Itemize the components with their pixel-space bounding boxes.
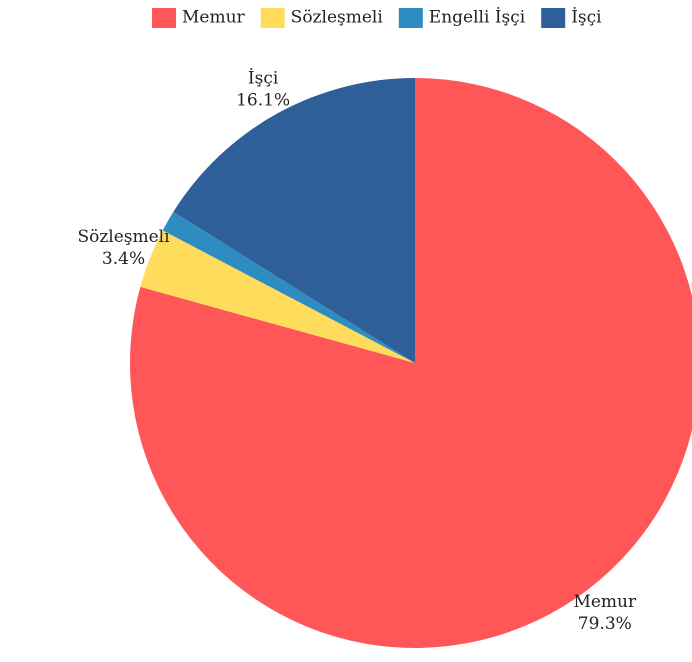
legend-swatch	[398, 8, 423, 28]
pie-slice	[162, 211, 415, 363]
legend-swatch	[260, 8, 285, 28]
pie-slice	[140, 230, 415, 363]
legend-label: Sözleşmeli	[291, 8, 384, 28]
slice-value-label: 16.1%	[236, 90, 290, 110]
slice-value-label: 79.3%	[578, 614, 632, 634]
legend-label: İşçi	[571, 7, 602, 28]
legend-label: Memur	[182, 8, 246, 28]
legend-swatch	[152, 8, 176, 28]
slice-label: Memur	[573, 592, 637, 612]
slice-value-label: 3.4%	[102, 249, 145, 269]
slice-label: Sözleşmeli	[77, 227, 170, 247]
pie-slice	[130, 78, 692, 648]
legend-label: Engelli İşçi	[429, 7, 526, 28]
legend-swatch	[541, 8, 566, 28]
pie-slice	[173, 78, 415, 363]
slice-label: İşçi	[248, 67, 279, 88]
